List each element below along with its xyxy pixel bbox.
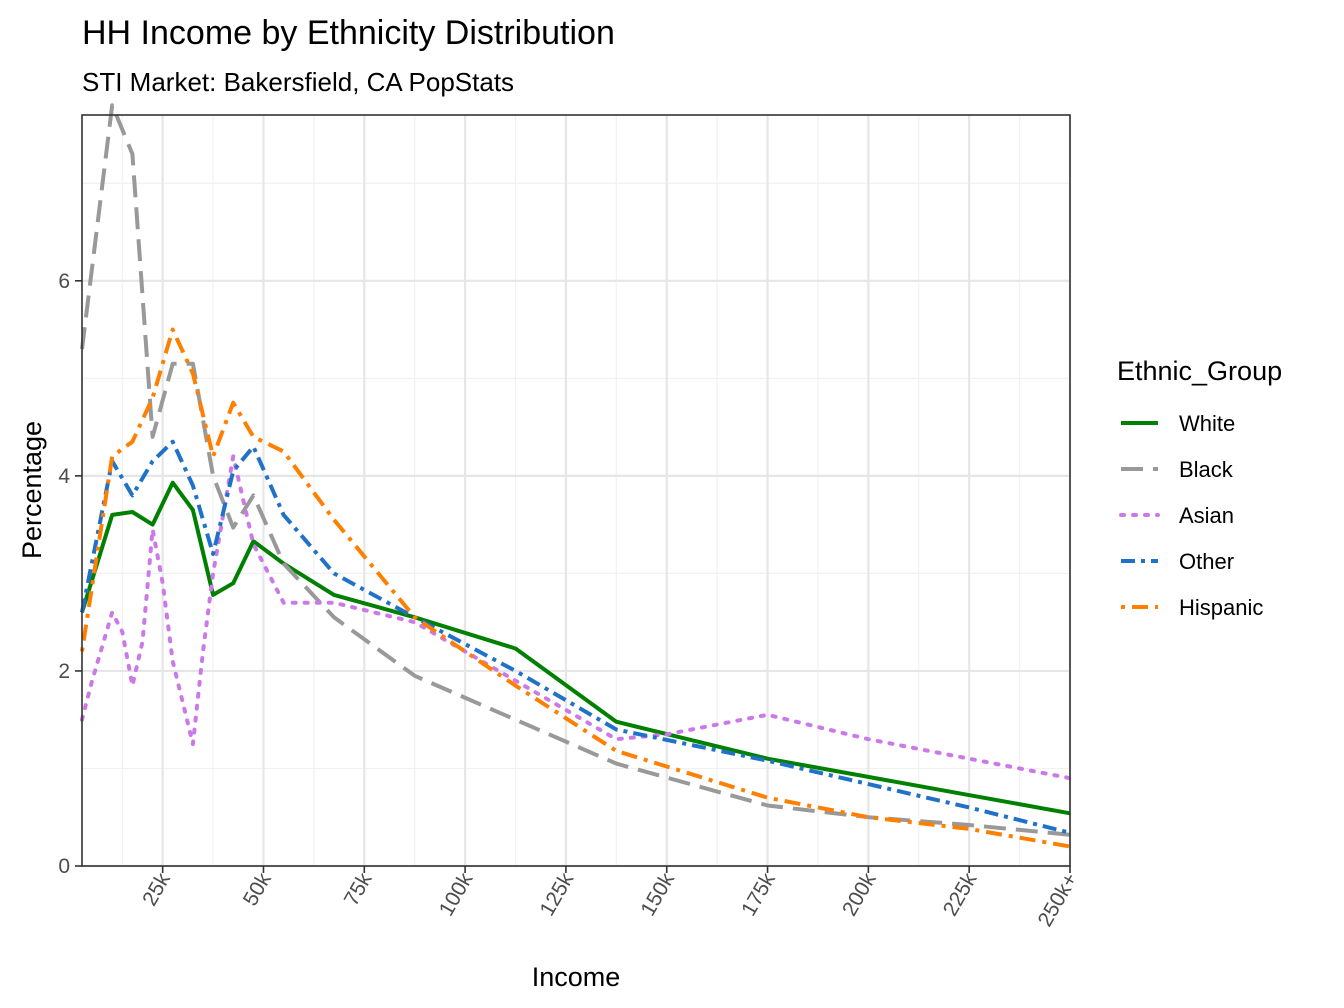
y-tick-label: 4 — [58, 465, 70, 488]
y-axis: 0 2 4 6 — [58, 270, 82, 878]
chart-title: HH Income by Ethnicity Distribution — [82, 14, 615, 52]
x-tick-label: 175k — [737, 869, 780, 920]
series-line-hispanic — [80, 327, 1071, 849]
x-tick-label: 75k — [340, 869, 377, 910]
x-tick-label: 100k — [435, 869, 478, 920]
legend-item-hispanic: Hispanic — [1121, 595, 1263, 620]
y-tick-label: 2 — [58, 660, 70, 683]
legend-label: White — [1179, 411, 1235, 436]
legend-item-asian: Asian — [1119, 503, 1234, 528]
x-tick-label: 25k — [138, 869, 175, 910]
x-tick-label: 225k — [939, 869, 982, 920]
x-tick-label: 150k — [636, 869, 679, 920]
series-lines — [80, 103, 1072, 849]
legend-title: Ethnic_Group — [1117, 356, 1282, 386]
legend: Ethnic_Group White Black Asian Other Hispani… — [1117, 356, 1282, 620]
x-tick-label: 50k — [239, 869, 276, 910]
legend-item-other: Other — [1121, 549, 1234, 574]
x-tick-label: 125k — [536, 869, 579, 920]
x-tick-label: 250k+ — [1034, 869, 1083, 931]
plot-panel — [80, 103, 1072, 868]
legend-item-white: White — [1121, 411, 1235, 436]
panel-border — [81, 114, 1071, 867]
legend-label: Other — [1179, 549, 1234, 574]
x-axis-title: Income — [532, 962, 621, 992]
x-tick-label: 200k — [838, 869, 881, 920]
y-axis-title: Percentage — [17, 421, 47, 559]
legend-label: Black — [1179, 457, 1234, 482]
legend-item-black: Black — [1121, 457, 1234, 482]
legend-label: Hispanic — [1179, 595, 1263, 620]
y-tick-label: 0 — [58, 855, 70, 878]
panel-background — [82, 115, 1070, 866]
series-line-white — [80, 480, 1071, 816]
legend-label: Asian — [1179, 503, 1234, 528]
x-axis: 25k 50k 75k 100k 125k 150k 175k 200k 225k 250k+ — [138, 866, 1082, 931]
series-line-other — [80, 439, 1071, 835]
minor-gridlines — [82, 115, 1070, 866]
chart-subtitle: STI Market: Bakersfield, CA PopStats — [82, 67, 514, 97]
y-tick-label: 6 — [58, 270, 70, 293]
